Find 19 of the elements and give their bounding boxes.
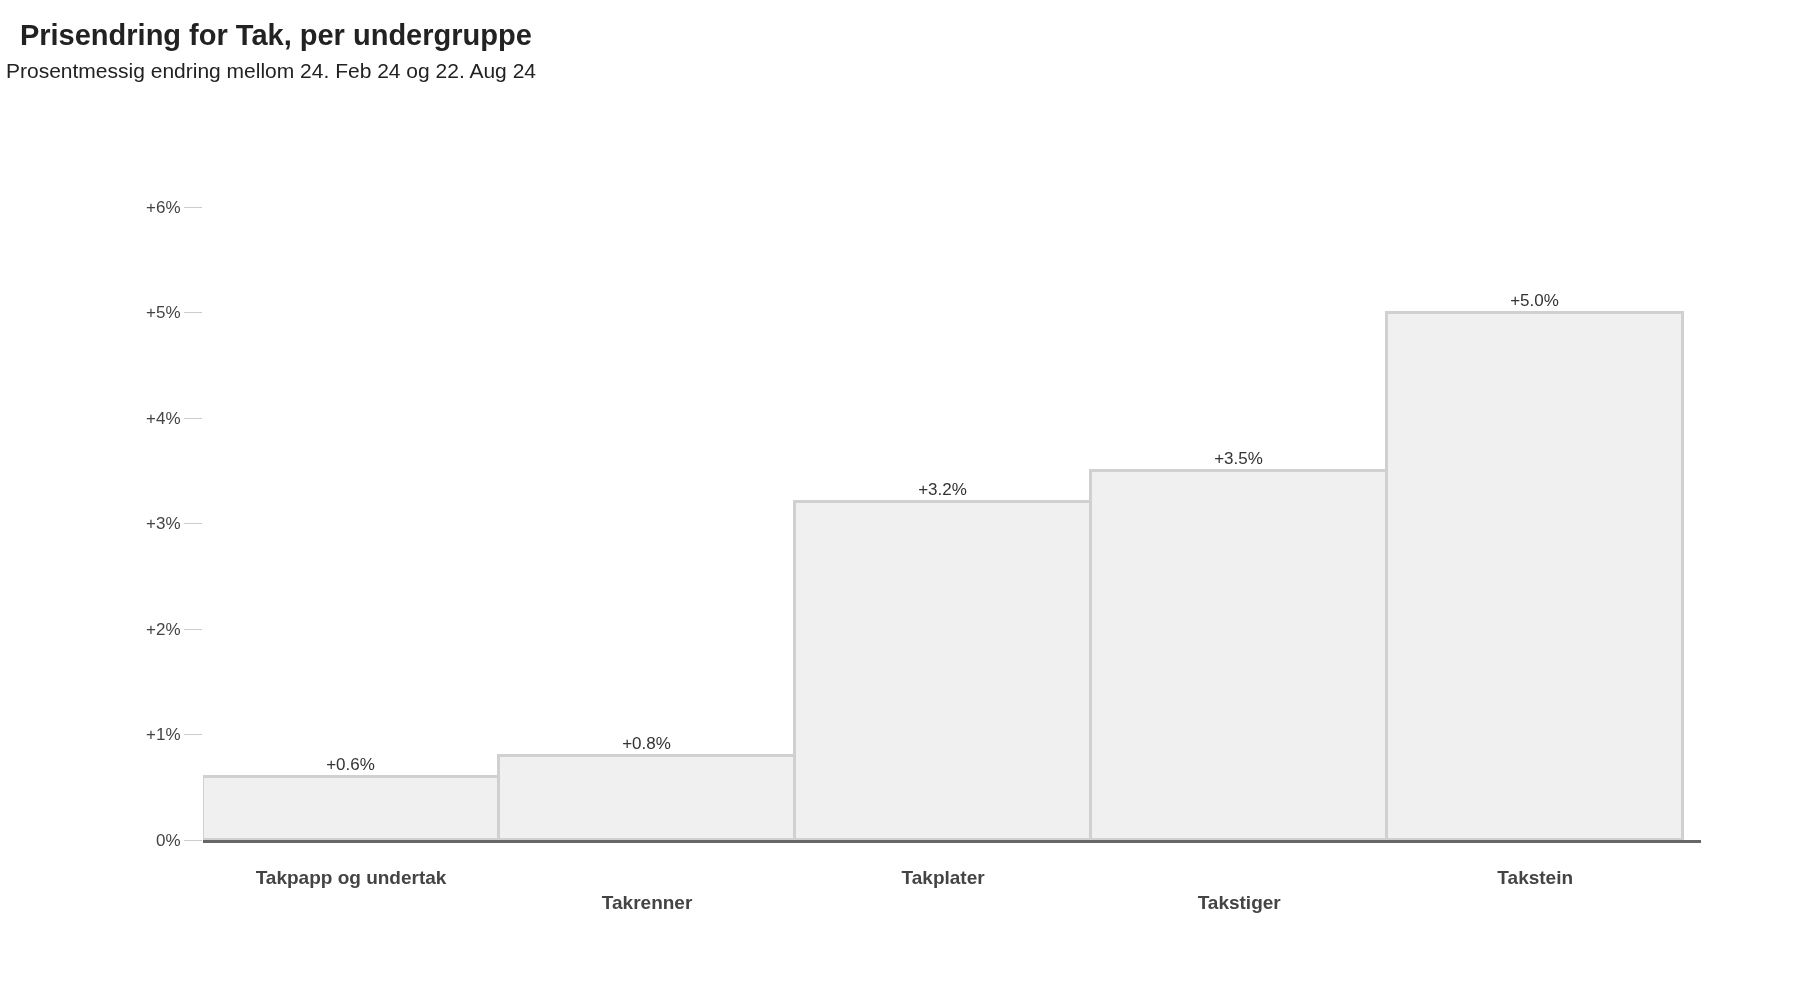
data-label: +3.2% xyxy=(918,479,967,499)
data-label: +0.6% xyxy=(326,754,375,774)
chart-subtitle: Prosentmessig endring mellom 24. Feb 24 og 22. Aug 24 xyxy=(6,59,537,82)
data-label: +5.0% xyxy=(1510,290,1559,310)
y-tick-label: +4% xyxy=(146,408,181,428)
y-tick-label: +5% xyxy=(146,303,181,323)
chart-title: Prisendring for Tak, per undergruppe xyxy=(19,18,532,51)
x-tick-label: Takpapp og undertak xyxy=(255,866,447,888)
data-label: +0.8% xyxy=(622,733,671,753)
x-tick-label: Takstein xyxy=(1497,866,1574,888)
y-tick-label: +1% xyxy=(146,725,181,745)
y-tick-label: 0% xyxy=(156,830,181,850)
y-tick-label: +3% xyxy=(146,514,181,534)
y-tick-label: +6% xyxy=(146,197,181,217)
y-tick-label: +2% xyxy=(146,619,181,639)
x-tick-label: Takplater xyxy=(901,866,986,888)
data-label: +3.5% xyxy=(1214,448,1263,468)
x-tick-label: Takrenner xyxy=(601,891,693,913)
x-tick-label: Takstiger xyxy=(1197,891,1282,913)
